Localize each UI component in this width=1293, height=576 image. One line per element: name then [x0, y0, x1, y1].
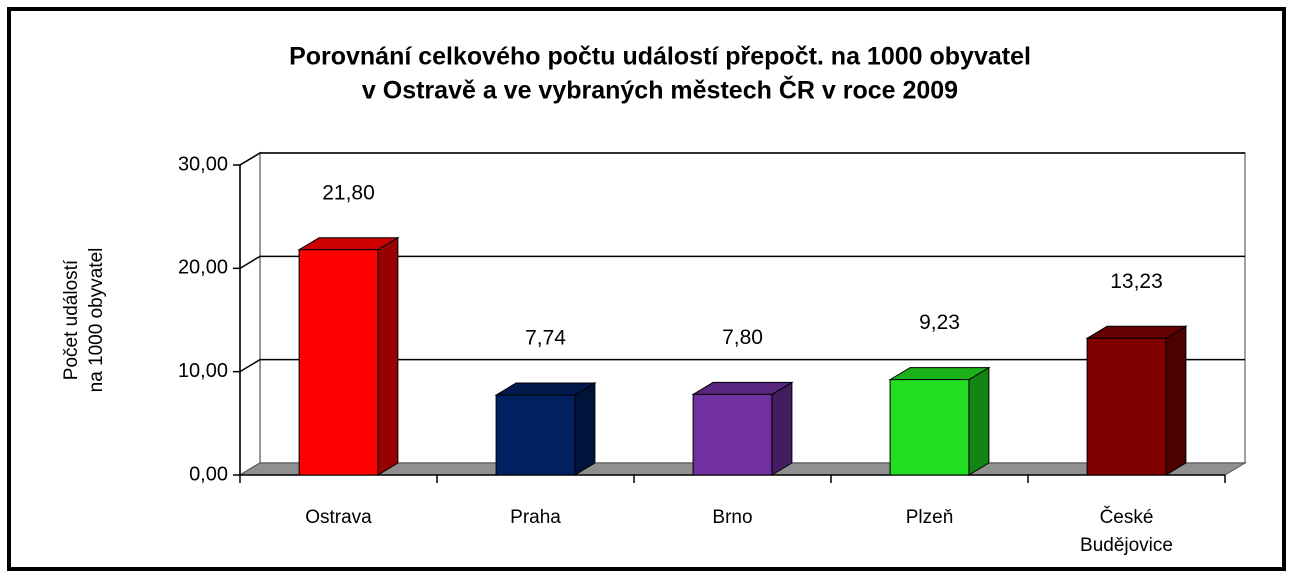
y-axis-label-line: Počet událostí	[61, 259, 82, 380]
bar-side	[1165, 325, 1187, 476]
bar-front	[495, 394, 576, 476]
bar-side	[968, 366, 990, 476]
value-label: 7,74	[525, 327, 566, 350]
bar	[1085, 325, 1188, 476]
grid-line	[239, 358, 1245, 373]
chart-title: v Ostravě a ve vybraných městech ČR v ro…	[362, 75, 958, 105]
side-wall	[239, 151, 261, 477]
y-tick-label: 0,00	[189, 463, 228, 485]
x-tick-label: Brno	[712, 507, 752, 528]
x-tick-label: České Budějovice	[1080, 506, 1173, 556]
bar-front	[1086, 337, 1167, 476]
grid-line	[239, 152, 1245, 166]
value-label: 21,80	[322, 181, 375, 204]
y-axis-label-line: na 1000 obyvatel	[86, 248, 107, 393]
grid-line	[239, 255, 1245, 269]
bar-side	[771, 381, 793, 476]
bar	[494, 382, 597, 476]
x-tick-label: Praha	[510, 507, 561, 528]
value-label: 13,23	[1110, 270, 1163, 293]
bar-side	[377, 236, 399, 476]
value-label: 7,80	[722, 326, 763, 349]
bar	[297, 236, 400, 476]
y-tick-label: 30,00	[178, 153, 228, 175]
y-tick-label: 20,00	[178, 257, 228, 279]
bar-side	[574, 382, 596, 476]
x-tick-label: Plzeň	[906, 507, 954, 528]
chart-title: Porovnání celkového počtu událostí přepo…	[289, 43, 1031, 71]
bar-front	[298, 249, 379, 476]
x-tick-label: Ostrava	[305, 507, 372, 528]
y-axis-label: Počet událostí na 1000 obyvatel	[61, 248, 107, 393]
y-tick-label: 10,00	[178, 360, 228, 382]
bar-front	[889, 379, 970, 476]
bar-front	[692, 393, 773, 476]
value-label: 9,23	[919, 311, 960, 334]
bar	[691, 381, 794, 476]
bar	[888, 366, 991, 476]
